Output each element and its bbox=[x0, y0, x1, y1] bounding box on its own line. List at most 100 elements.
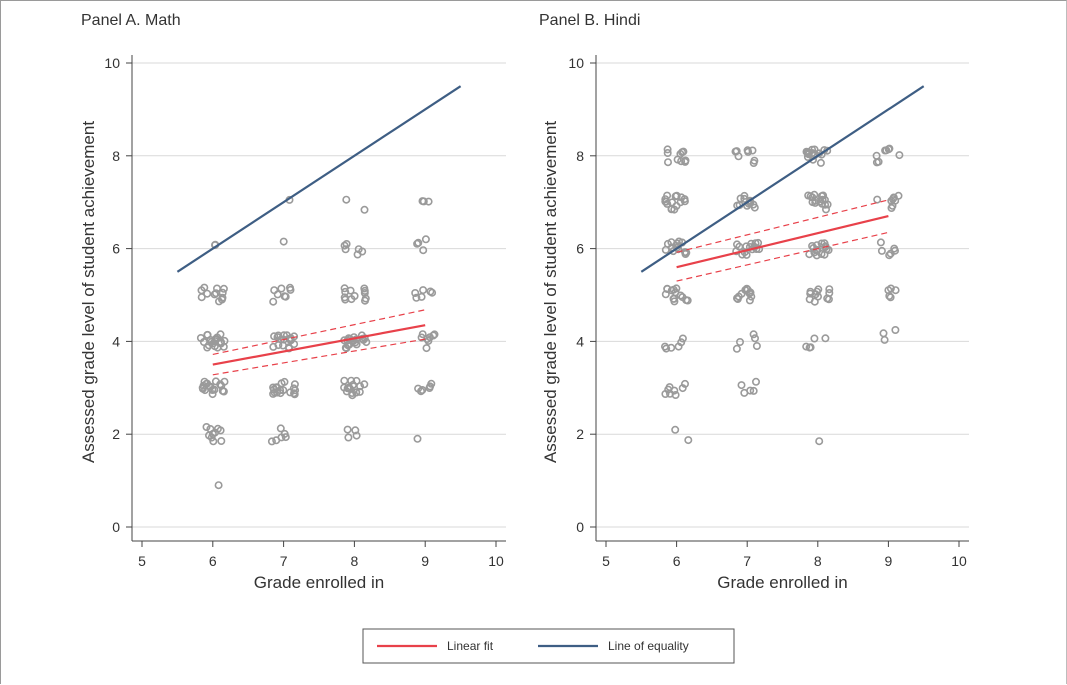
x-axis-title: Grade enrolled in bbox=[254, 573, 384, 592]
panel-a: Panel A. Math 0 2 4 6 8 10 5 6 7 8 9 10 Grade enrolle… bbox=[79, 12, 506, 592]
linear-fit-line bbox=[212, 324, 426, 366]
scatter-point bbox=[678, 334, 687, 343]
scatter-point bbox=[209, 437, 218, 446]
scatter-point bbox=[806, 289, 815, 298]
scatter-point bbox=[422, 344, 431, 353]
scatter-point bbox=[805, 343, 814, 352]
scatter-point bbox=[812, 246, 821, 255]
scatter-point bbox=[751, 377, 760, 386]
scatter-point bbox=[806, 192, 815, 201]
scatter-point bbox=[348, 388, 357, 397]
scatter-point bbox=[428, 288, 437, 297]
x-tick-label: 6 bbox=[673, 553, 681, 569]
scatter-point bbox=[748, 146, 757, 155]
confidence-band-line bbox=[212, 338, 426, 376]
scatter-point bbox=[345, 384, 354, 393]
scatter-point bbox=[747, 292, 756, 301]
scatter-point bbox=[891, 196, 900, 205]
scatter-point bbox=[676, 291, 685, 300]
scatter-point bbox=[754, 238, 763, 247]
scatter-point bbox=[802, 342, 811, 351]
line-of-equality bbox=[176, 85, 462, 273]
y-tick-label: 10 bbox=[104, 55, 120, 71]
x-tick-label: 5 bbox=[602, 553, 610, 569]
scatter-point bbox=[895, 151, 904, 160]
x-tick-label: 8 bbox=[814, 553, 822, 569]
scatter-point bbox=[290, 380, 299, 389]
scatter-point bbox=[356, 382, 365, 391]
scatter-point bbox=[732, 344, 741, 353]
scatter-point bbox=[424, 336, 433, 345]
scatter-point bbox=[676, 149, 685, 158]
x-tick-label: 5 bbox=[138, 553, 146, 569]
scatter-point bbox=[197, 293, 206, 302]
scatter-point bbox=[425, 383, 434, 392]
scatter-point bbox=[203, 289, 212, 298]
scatter-point bbox=[270, 332, 279, 341]
scatter-point bbox=[279, 237, 288, 246]
scatter-point bbox=[885, 144, 894, 153]
scatter-point bbox=[750, 203, 759, 212]
scatter-point bbox=[663, 199, 672, 208]
confidence-band-line bbox=[676, 231, 889, 282]
scatter-point bbox=[358, 334, 367, 343]
scatter-point bbox=[890, 244, 899, 253]
scatter-point bbox=[361, 294, 370, 303]
y-tick-label: 8 bbox=[112, 148, 120, 164]
scatter-point bbox=[665, 389, 674, 398]
scatter-point bbox=[203, 330, 212, 339]
scatter-point bbox=[347, 376, 356, 385]
scatter-point bbox=[681, 250, 690, 259]
scatter-point bbox=[660, 342, 669, 351]
scatter-point bbox=[210, 290, 219, 299]
y-tick-label: 0 bbox=[112, 519, 120, 535]
y-tick-label: 4 bbox=[576, 333, 584, 349]
scatter-point bbox=[825, 285, 834, 294]
scatter-point bbox=[212, 289, 221, 298]
y-tick-label: 10 bbox=[568, 55, 584, 71]
scatter-point bbox=[214, 481, 223, 490]
panel-b: Panel B. Hindi 0 2 4 6 8 10 5 6 7 8 9 10 Grade enroll… bbox=[539, 12, 969, 592]
scatter-point bbox=[199, 337, 208, 346]
y-tick-label: 2 bbox=[112, 426, 120, 442]
scatter-point bbox=[352, 388, 361, 397]
scatter-point bbox=[661, 389, 670, 398]
scatter-point bbox=[672, 284, 681, 293]
scatter-point bbox=[818, 195, 827, 204]
scatter-point bbox=[421, 235, 430, 244]
scatter-point bbox=[430, 330, 439, 339]
scatter-point bbox=[205, 431, 214, 440]
x-tick-label: 9 bbox=[885, 553, 893, 569]
scatter-point bbox=[821, 205, 830, 214]
scatter-point bbox=[340, 376, 349, 385]
scatter-point bbox=[210, 342, 219, 351]
scatter-point bbox=[740, 191, 749, 200]
scatter-point bbox=[277, 379, 286, 388]
scatter-point bbox=[749, 159, 758, 168]
scatter-point bbox=[667, 205, 676, 214]
confidence-band-line bbox=[676, 199, 889, 253]
linear-fit-line bbox=[676, 215, 889, 269]
scatter-point bbox=[427, 379, 436, 388]
scatter-point bbox=[811, 198, 820, 207]
scatter-point bbox=[824, 295, 833, 304]
scatter-point bbox=[803, 148, 812, 157]
scatter-point bbox=[810, 297, 819, 306]
scatter-point bbox=[276, 424, 285, 433]
scatter-point bbox=[733, 294, 742, 303]
scatter-point bbox=[873, 195, 882, 204]
scatter-point bbox=[417, 333, 426, 342]
legend-label: Linear fit bbox=[447, 639, 494, 653]
scatter-point bbox=[680, 197, 689, 206]
y-tick-label: 0 bbox=[576, 519, 584, 535]
scatter-point bbox=[817, 250, 826, 259]
scatter-point bbox=[286, 336, 295, 345]
scatter-point bbox=[418, 197, 427, 206]
scatter-point bbox=[663, 284, 672, 293]
scatter-point bbox=[267, 437, 276, 446]
scatter-point bbox=[411, 288, 420, 297]
x-axis-title: Grade enrolled in bbox=[717, 573, 847, 592]
scatter-point bbox=[683, 296, 692, 305]
legend-label: Line of equality bbox=[608, 639, 689, 653]
